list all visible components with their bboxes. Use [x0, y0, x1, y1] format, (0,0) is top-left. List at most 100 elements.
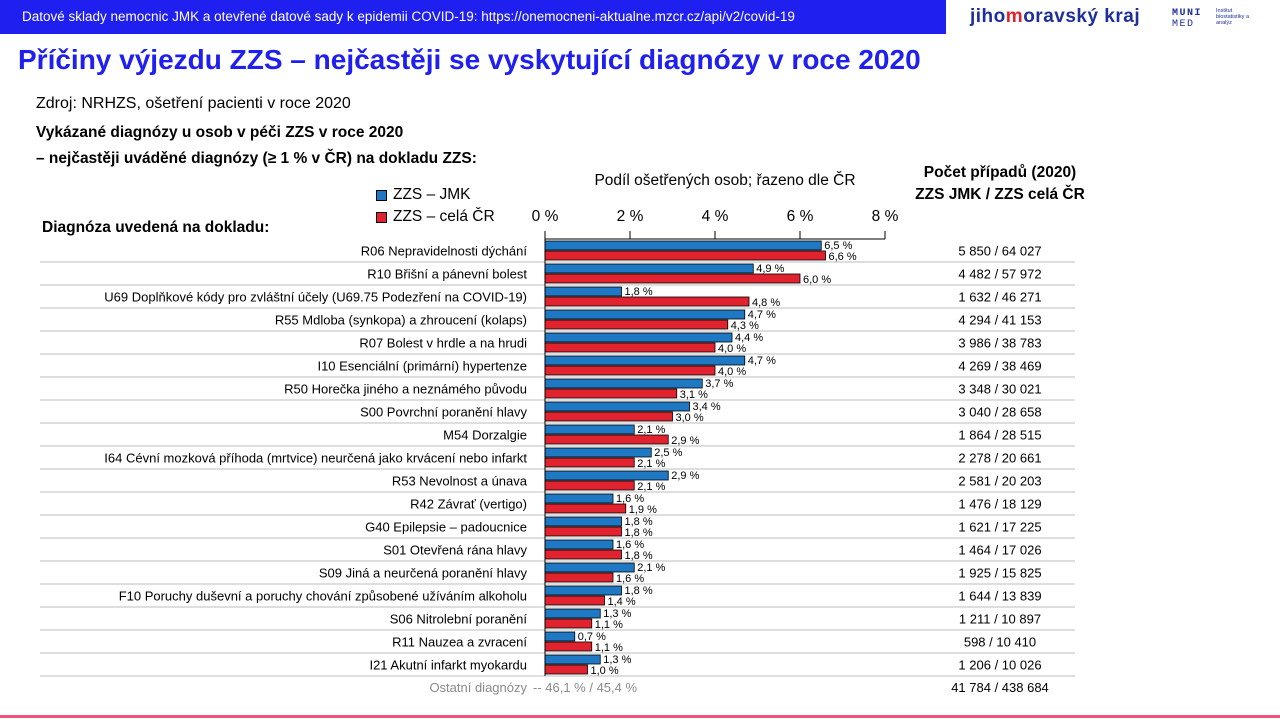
- bar-jmk: [544, 401, 690, 412]
- data-label-cr: 2,1 %: [637, 458, 665, 470]
- data-label-cr: 4,3 %: [731, 320, 759, 332]
- data-label-jmk: 2,1 %: [637, 562, 665, 574]
- count-value: 1 864 / 28 515: [958, 428, 1041, 443]
- bar-jmk: [544, 263, 754, 274]
- data-label-cr: 1,8 %: [625, 527, 653, 539]
- bar-cr: [544, 273, 801, 284]
- bar-cr: [544, 572, 614, 583]
- data-label-cr: 1,0 %: [591, 665, 619, 677]
- legend-label-jmk: ZZS – JMK: [393, 186, 471, 203]
- category-label: R07 Bolest v hrdle a na hrudi: [359, 336, 527, 351]
- other-diagnoses-count: 41 784 / 438 684: [951, 680, 1049, 695]
- category-label: U69 Doplňkové kódy pro zvláštní účely (U…: [104, 290, 527, 305]
- legend-item-jmk: ZZS – JMK: [376, 184, 495, 206]
- bar-jmk: [544, 286, 622, 297]
- muni-logo-line1: MUNI: [1172, 8, 1203, 19]
- data-label-jmk: 4,7 %: [748, 309, 776, 321]
- bar-jmk: [544, 516, 622, 527]
- data-label-jmk: 1,6 %: [616, 539, 644, 551]
- jmk-logo-accent: m: [1005, 6, 1024, 27]
- legend-swatch-jmk: [376, 189, 387, 201]
- legend-item-cr: ZZS – celá ČR: [376, 206, 495, 228]
- category-label: R11 Nauzea a zvracení: [392, 635, 527, 650]
- bar-cr: [544, 503, 627, 514]
- count-value: 5 850 / 64 027: [958, 244, 1041, 259]
- count-value: 4 269 / 38 469: [958, 359, 1041, 374]
- data-label-cr: 1,9 %: [629, 504, 657, 516]
- data-label-jmk: 2,9 %: [671, 470, 699, 482]
- count-value: 4 294 / 41 153: [958, 313, 1041, 328]
- category-label: R50 Horečka jiného a neznámého původu: [284, 382, 527, 397]
- subtitle-line2: – nejčastěji uváděné diagnózy (≥ 1 % v Č…: [36, 150, 477, 167]
- data-label-jmk: 4,9 %: [756, 263, 784, 275]
- bar-jmk: [544, 332, 733, 343]
- count-value: 3 040 / 28 658: [958, 405, 1041, 420]
- data-label-jmk: 1,8 %: [625, 286, 653, 298]
- data-label-jmk: 2,1 %: [637, 424, 665, 436]
- x-tick-label: 2 %: [617, 208, 644, 225]
- count-value: 2 278 / 20 661: [958, 451, 1041, 466]
- count-value: 3 348 / 30 021: [958, 382, 1041, 397]
- count-value: 1 211 / 10 897: [959, 612, 1041, 627]
- x-tick-label: 8 %: [872, 208, 899, 225]
- bar-jmk: [544, 355, 746, 366]
- data-label-cr: 3,0 %: [676, 412, 704, 424]
- jmk-logo-part2: oravský kraj: [1023, 6, 1141, 27]
- data-label-jmk: 1,8 %: [625, 516, 653, 528]
- count-value: 4 482 / 57 972: [958, 267, 1041, 282]
- category-label: G40 Epilepsie – padoucnice: [365, 520, 527, 535]
- bar-cr: [544, 526, 622, 537]
- jmk-logo-part1: jiho: [970, 6, 1006, 27]
- data-label-cr: 1,8 %: [625, 550, 653, 562]
- bar-cr: [544, 480, 635, 491]
- bar-cr: [544, 595, 605, 606]
- category-label: I21 Akutní infarkt myokardu: [369, 658, 527, 673]
- data-label-jmk: 1,3 %: [603, 608, 631, 620]
- count-column-header: Počet případů (2020) ZZS JMK / ZZS celá …: [900, 162, 1100, 206]
- count-value: 1 644 / 13 839: [958, 589, 1041, 604]
- bar-jmk: [544, 608, 601, 619]
- data-label-jmk: 1,3 %: [603, 654, 631, 666]
- diagnosis-column-header: Diagnóza uvedená na dokladu:: [42, 219, 270, 236]
- bar-cr: [544, 388, 678, 399]
- data-label-cr: 4,0 %: [718, 343, 746, 355]
- muni-institute-text: Institut biostatistiky a analýz: [1216, 8, 1250, 26]
- data-label-jmk: 4,7 %: [748, 355, 776, 367]
- bar-cr: [544, 342, 716, 353]
- category-label: S00 Povrchní poranění hlavy: [360, 405, 527, 420]
- data-label-jmk: 3,4 %: [693, 401, 721, 413]
- legend-label-cr: ZZS – celá ČR: [393, 208, 495, 225]
- data-label-cr: 4,8 %: [752, 297, 780, 309]
- jmk-logo: jihomoravský kraj: [970, 6, 1140, 28]
- data-label-cr: 4,0 %: [718, 366, 746, 378]
- bar-jmk: [544, 654, 601, 665]
- category-label: F10 Poruchy duševní a poruchy chování zp…: [119, 589, 527, 604]
- data-label-cr: 1,1 %: [595, 642, 623, 654]
- bar-cr: [544, 664, 588, 675]
- category-label: S01 Otevřená rána hlavy: [383, 543, 527, 558]
- bar-jmk: [544, 470, 669, 481]
- category-label: M54 Dorzalgie: [443, 428, 527, 443]
- muni-logo-line2: MED: [1172, 19, 1195, 30]
- data-label-cr: 6,6 %: [829, 251, 857, 263]
- bar-jmk: [544, 539, 614, 550]
- count-value: 1 632 / 46 271: [958, 290, 1041, 305]
- count-value: 1 621 / 17 225: [958, 520, 1041, 535]
- data-label-jmk: 1,8 %: [625, 585, 653, 597]
- bar-cr: [544, 250, 826, 261]
- bar-cr: [544, 618, 593, 629]
- bar-jmk: [544, 424, 635, 435]
- category-label: R42 Závrať (vertigo): [410, 497, 527, 512]
- count-header-line1: Počet případů (2020): [923, 164, 1077, 181]
- data-label-jmk: 1,6 %: [616, 493, 644, 505]
- x-axis-title: Podíl ošetřených osob; řazeno dle ČR: [594, 172, 856, 189]
- x-tick-label: 6 %: [787, 208, 814, 225]
- other-diagnoses-label: Ostatní diagnózy: [429, 680, 527, 695]
- bar-cr: [544, 457, 635, 468]
- bar-jmk: [544, 309, 746, 320]
- bar-jmk: [544, 585, 622, 596]
- category-label: R55 Mdloba (synkopa) a zhroucení (kolaps…: [275, 313, 527, 328]
- page-title: Příčiny výjezdu ZZS – nejčastěji se vysk…: [18, 44, 921, 75]
- subtitle-line1: Vykázané diagnózy u osob v péči ZZS v ro…: [36, 124, 404, 141]
